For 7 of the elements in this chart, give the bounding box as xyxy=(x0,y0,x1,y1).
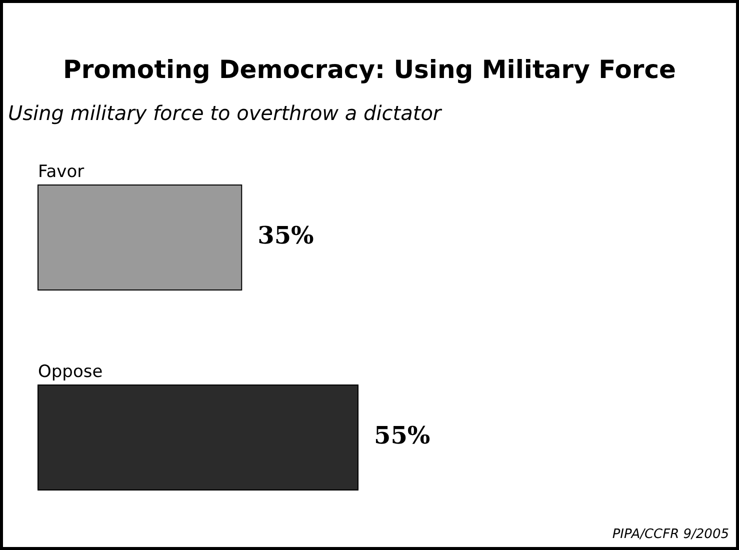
text: PIPA/CCFR 9/2005 xyxy=(612,527,729,542)
y-tick-label: Favor xyxy=(38,162,84,182)
y-tick-label: Oppose xyxy=(38,362,103,382)
text: Using military force to overthrow a dictator xyxy=(8,101,443,125)
chart-title: Promoting Democracy: Using Military Force xyxy=(63,55,676,84)
data-label: 55% xyxy=(374,420,430,450)
data-label: 35% xyxy=(258,220,314,250)
